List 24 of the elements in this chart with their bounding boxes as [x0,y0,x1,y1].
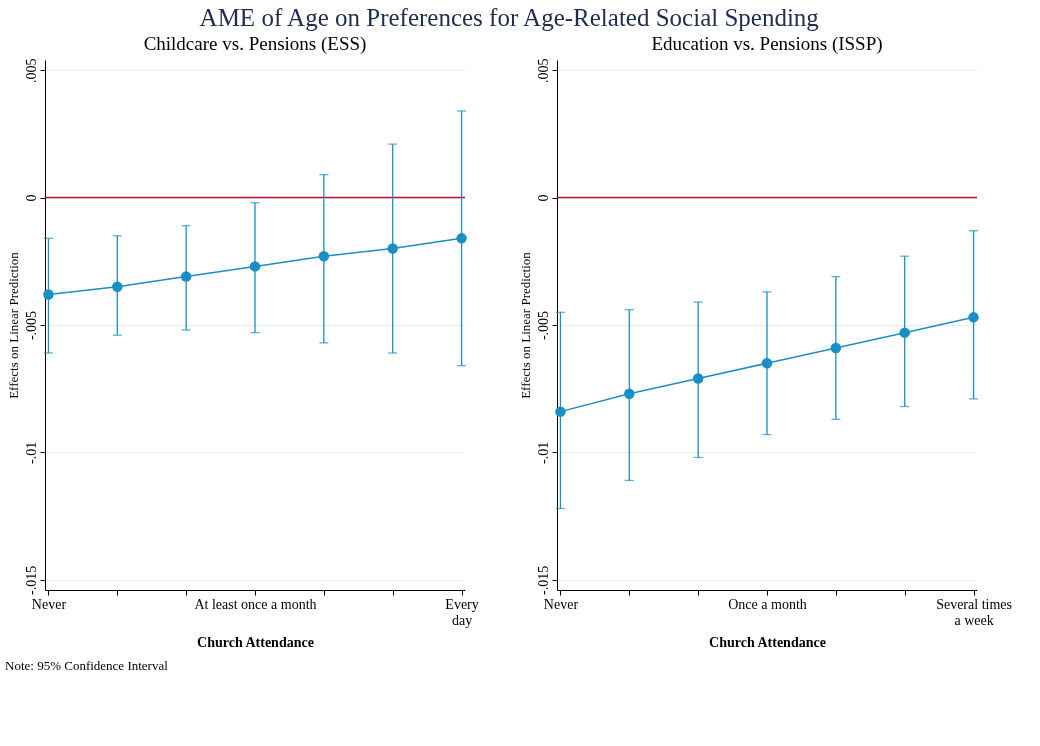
x-axis-title: Church Attendance [197,634,314,650]
y-tick-label: .005 [535,58,551,83]
text: Note: 95% Confidence Interval [5,658,169,673]
x-tick-label: Never [31,596,67,612]
text: AME of Age on Preferences for Age-Related Social Spending [199,3,820,31]
x-tick-label: Never [543,596,579,612]
chart-title: Childcare vs. Pensions (ESS) [143,32,367,55]
y-tick-label: 0 [23,194,39,202]
y-tick-label: -.005 [535,310,551,341]
y-axis-title: Effects on Linear Prediction [517,251,533,399]
x-tick-label: Once a month [728,596,807,612]
x-axis-title: Church Attendance [709,634,826,650]
y-tick-label: -.015 [535,565,551,595]
y-tick-label: -.015 [23,565,39,595]
y-axis-title: Effects on Linear Prediction [5,251,21,399]
x-tick-label: Several times a week [936,596,1012,628]
y-tick-label: -.005 [23,310,39,341]
y-tick-label: -.01 [535,441,551,464]
x-tick-label: At least once a month [194,596,317,612]
y-tick-label: 0 [535,194,551,202]
y-tick-label: .005 [23,58,39,83]
chart-title: Education vs. Pensions (ISSP) [651,32,883,55]
y-tick-label: -.01 [23,441,39,464]
x-tick-label: Every day [445,596,479,628]
